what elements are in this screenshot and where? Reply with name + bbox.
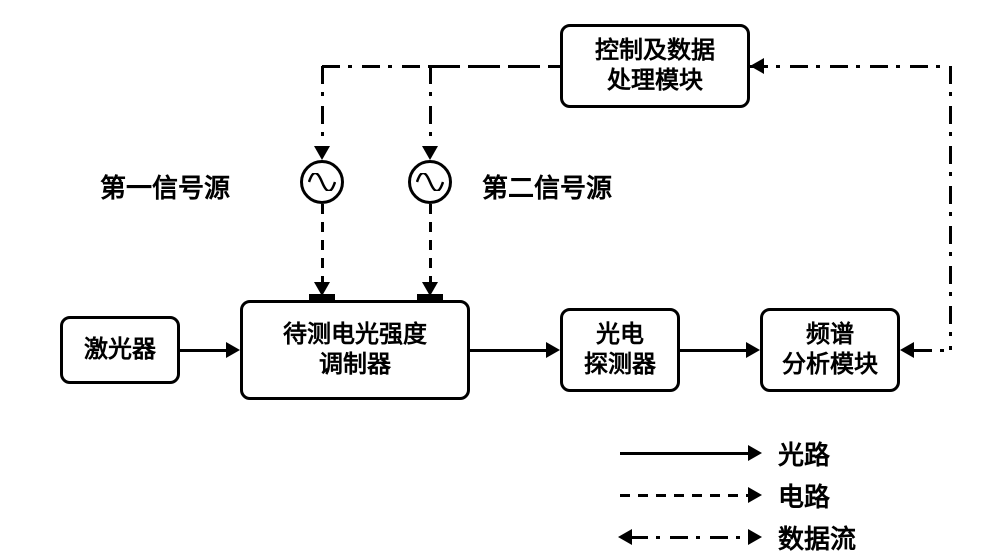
node-detector: 光电探测器 <box>560 308 680 392</box>
signal-source-2-label: 第二信号源 <box>482 168 612 205</box>
node-controller: 控制及数据处理模块 <box>560 24 750 108</box>
node-modulator: 待测电光强度调制器 <box>240 300 470 400</box>
node-controller-label: 控制及数据处理模块 <box>595 36 715 96</box>
arrow-icon <box>422 146 438 160</box>
legend-row-electrical: 电路 <box>620 474 856 516</box>
legend: 光路 电路 数据流 <box>620 432 856 558</box>
arrow-icon <box>226 342 240 358</box>
node-spectrum-label: 频谱分析模块 <box>782 320 878 380</box>
diagram-stage: 控制及数据处理模块 激光器 待测电光强度调制器 光电探测器 频谱分析模块 第一信… <box>0 0 1000 558</box>
legend-label-electrical: 电路 <box>778 477 830 514</box>
signal-source-1-label: 第一信号源 <box>100 168 230 205</box>
legend-swatch-dashdot <box>620 527 760 547</box>
edge-ctrl-src2-v <box>429 66 432 146</box>
node-modulator-label: 待测电光强度调制器 <box>283 320 427 380</box>
legend-label-data: 数据流 <box>778 519 856 556</box>
edge-modulator-detector <box>470 349 546 352</box>
node-laser-label: 激光器 <box>84 335 156 365</box>
legend-swatch-solid <box>620 443 760 463</box>
arrow-icon <box>546 342 560 358</box>
arrow-icon <box>750 58 764 74</box>
edge-ctrl-src1-v <box>321 66 324 146</box>
port-bar-1 <box>309 294 335 300</box>
legend-row-optical: 光路 <box>620 432 856 474</box>
edge-ctrl-src2-h <box>430 65 560 68</box>
node-detector-label: 光电探测器 <box>584 320 656 380</box>
legend-label-optical: 光路 <box>778 435 830 472</box>
edge-ctrl-spectrum-h <box>750 65 950 68</box>
signal-source-2-icon <box>408 160 452 204</box>
edge-detector-spectrum <box>680 349 746 352</box>
node-laser: 激光器 <box>60 316 180 384</box>
signal-source-1-icon <box>300 160 344 204</box>
edge-src1-modulator <box>321 204 324 282</box>
arrow-icon <box>900 342 914 358</box>
legend-row-data: 数据流 <box>620 516 856 558</box>
legend-swatch-dashed <box>620 485 760 505</box>
arrow-icon <box>314 146 330 160</box>
arrow-icon <box>746 342 760 358</box>
edge-ctrl-spectrum-v <box>949 66 952 350</box>
node-spectrum: 频谱分析模块 <box>760 308 900 392</box>
edge-ctrl-spectrum-h2 <box>914 349 950 352</box>
port-bar-2 <box>417 294 443 300</box>
edge-src2-modulator <box>429 204 432 282</box>
edge-laser-modulator <box>180 349 226 352</box>
